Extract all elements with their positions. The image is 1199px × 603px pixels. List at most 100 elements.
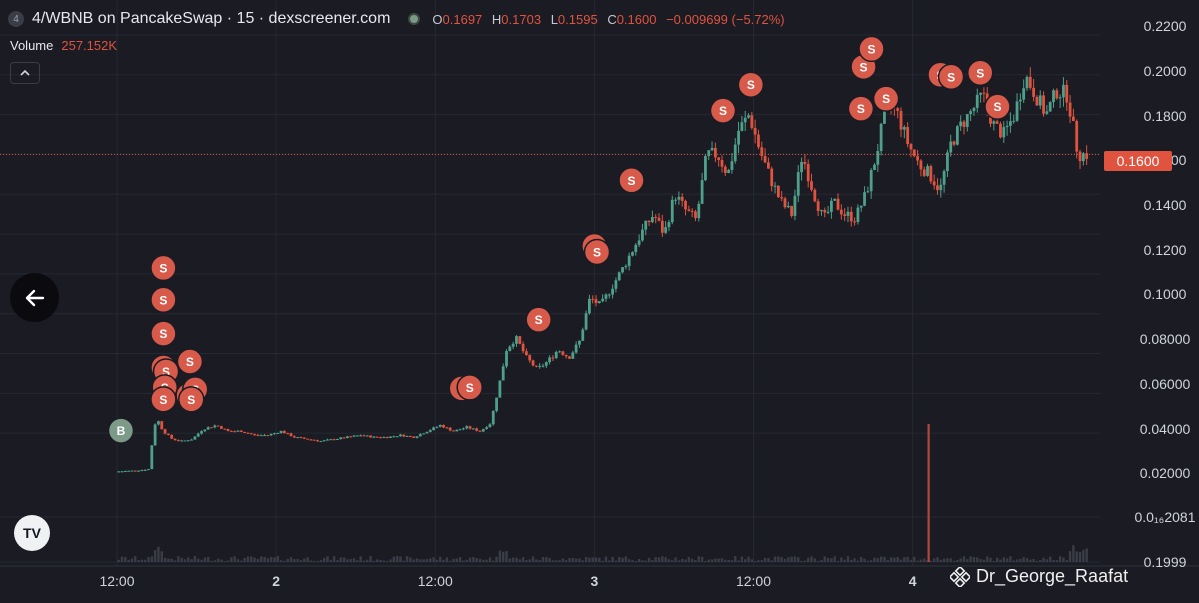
sell-marker-3: S xyxy=(150,320,177,347)
volume-bar-248 xyxy=(939,559,942,562)
volume-bar-264 xyxy=(992,560,996,562)
volume-bar-147 xyxy=(604,556,608,562)
ohlc-close-value: 0.1600 xyxy=(616,11,657,27)
marker-label-16: S xyxy=(593,245,601,259)
candle-body-228 xyxy=(873,164,876,171)
volume-bar-139 xyxy=(578,558,581,562)
candle-body-126 xyxy=(534,365,538,367)
candle-body-46 xyxy=(269,433,273,436)
candle-body-76 xyxy=(369,435,373,438)
volume-bar-170 xyxy=(681,558,684,562)
marker-circle-23 xyxy=(872,85,900,112)
ohlc-values: O0.1697 H0.1703 L0.1595 C0.1600 −0.00969… xyxy=(432,12,790,27)
price-tick-label-0: 0.2200 xyxy=(1144,18,1187,34)
volume-bar-243 xyxy=(923,558,926,562)
candle-body-21 xyxy=(186,440,190,442)
candle-body-151 xyxy=(617,272,621,281)
volume-bar-20 xyxy=(183,559,187,562)
candle-body-153 xyxy=(624,266,628,268)
ohlc-open-value: 0.1697 xyxy=(442,11,483,27)
candle-body-219 xyxy=(843,214,847,216)
candle-body-259 xyxy=(975,94,979,108)
volume-bar-166 xyxy=(667,559,671,562)
volume-bar-234 xyxy=(893,557,896,562)
volume-bar-161 xyxy=(651,560,654,562)
candle-body-147 xyxy=(604,294,608,299)
candle-body-235 xyxy=(896,108,900,111)
volume-bar-192 xyxy=(753,560,757,562)
candle-body-102 xyxy=(455,429,459,432)
candle-body-163 xyxy=(657,217,661,221)
candle-body-32 xyxy=(223,428,227,430)
candle-body-224 xyxy=(859,205,863,208)
volume-bar-131 xyxy=(551,560,555,562)
candle-body-252 xyxy=(952,141,956,145)
volume-bar-202 xyxy=(787,557,790,562)
volume-bar-226 xyxy=(866,560,870,562)
volume-bar-177 xyxy=(704,560,707,562)
volume-bar-59 xyxy=(313,560,316,562)
volume-bar-158 xyxy=(641,560,644,562)
marker-label-22: S xyxy=(868,42,876,56)
candle-body-165 xyxy=(664,227,668,233)
volume-bar-46 xyxy=(269,557,273,562)
sell-marker-19: S xyxy=(737,71,765,98)
volume-bar-101 xyxy=(452,558,455,562)
volume-bar-171 xyxy=(684,559,687,562)
candle-body-112 xyxy=(488,424,492,428)
marker-label-3: S xyxy=(159,327,167,341)
volume-bar-255 xyxy=(962,556,966,562)
candle-body-266 xyxy=(999,123,1002,138)
candle-body-121 xyxy=(518,336,522,344)
volume-bar-213 xyxy=(823,556,826,562)
candle-body-75 xyxy=(365,435,369,437)
volume-bar-186 xyxy=(734,556,737,562)
buy-marker-0: B xyxy=(107,417,135,444)
candle-body-110 xyxy=(481,428,485,432)
candle-body-90 xyxy=(415,436,419,438)
volume-bar-71 xyxy=(352,558,356,562)
candle-body-135 xyxy=(564,354,568,357)
volume-bar-137 xyxy=(571,557,575,562)
volume-bar-278 xyxy=(1039,559,1042,562)
candle-body-213 xyxy=(823,210,827,213)
watermark: Dr_George_Raafat xyxy=(950,566,1128,587)
volume-bar-227 xyxy=(869,560,873,562)
volume-bar-183 xyxy=(724,559,727,562)
volume-bar-138 xyxy=(574,558,578,562)
status-dot-icon xyxy=(408,13,421,25)
collapse-legend-button[interactable] xyxy=(10,62,40,84)
volume-bar-15 xyxy=(167,558,170,562)
candle-body-245 xyxy=(929,166,933,182)
volume-bar-256 xyxy=(966,559,969,562)
volume-bar-102 xyxy=(455,558,458,562)
candle-body-106 xyxy=(468,426,472,429)
candle-body-63 xyxy=(326,439,329,441)
candle-body-132 xyxy=(554,351,558,358)
volume-bar-260 xyxy=(979,558,982,562)
volume-bar-3 xyxy=(127,559,130,562)
marker-circle-2 xyxy=(150,286,177,314)
candle-body-58 xyxy=(309,439,313,441)
sell-marker-2: S xyxy=(150,286,177,314)
candle-body-238 xyxy=(906,127,910,145)
volume-bar-75 xyxy=(366,559,369,562)
volume-bar-233 xyxy=(889,557,893,562)
candle-body-274 xyxy=(1025,76,1029,89)
volume-bar-208 xyxy=(806,557,810,562)
candle-body-91 xyxy=(418,434,422,437)
tradingview-logo[interactable]: TV xyxy=(14,515,50,551)
volume-bar-119 xyxy=(511,557,515,562)
candle-body-182 xyxy=(720,160,724,167)
volume-bar-67 xyxy=(339,557,342,562)
volume-bar-160 xyxy=(647,557,651,562)
volume-bar-91 xyxy=(419,559,422,562)
volume-bar-214 xyxy=(826,558,830,562)
volume-bar-85 xyxy=(399,556,402,562)
candle-body-10 xyxy=(150,445,154,470)
candle-body-188 xyxy=(740,122,744,131)
volume-bar-273 xyxy=(1022,557,1025,562)
back-button[interactable] xyxy=(10,273,59,322)
candle-body-44 xyxy=(263,435,266,437)
